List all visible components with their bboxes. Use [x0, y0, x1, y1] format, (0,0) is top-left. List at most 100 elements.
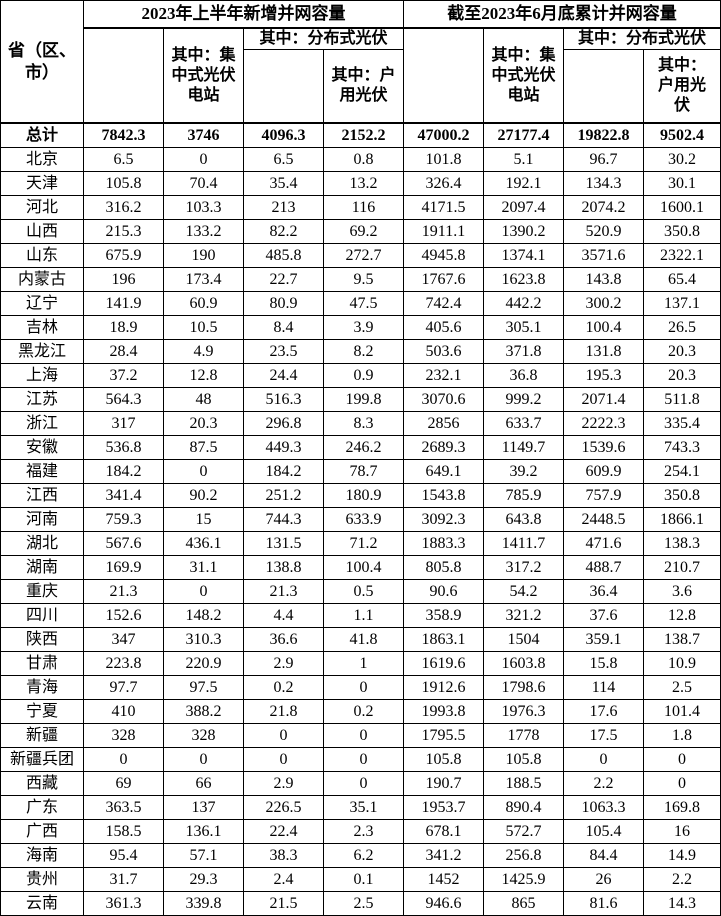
province-name: 新疆兵团	[0, 747, 84, 772]
value-cell: 1	[323, 651, 404, 676]
province-name: 河南	[0, 507, 84, 532]
value-cell: 4.4	[243, 603, 324, 628]
value-cell: 2.5	[643, 675, 721, 700]
province-name: 湖南	[0, 555, 84, 580]
value-cell: 520.9	[563, 219, 644, 244]
value-cell: 328	[83, 723, 164, 748]
value-cell: 47.5	[323, 291, 404, 316]
value-cell: 136.1	[163, 819, 244, 844]
value-cell: 0	[563, 747, 644, 772]
value-cell: 97.5	[163, 675, 244, 700]
value-cell: 0	[323, 675, 404, 700]
value-cell: 1993.8	[403, 699, 484, 724]
value-cell: 6.5	[83, 147, 164, 172]
value-cell: 173.4	[163, 267, 244, 292]
value-cell: 609.9	[563, 459, 644, 484]
value-cell: 101.8	[403, 147, 484, 172]
province-name: 西藏	[0, 771, 84, 796]
province-name: 重庆	[0, 579, 84, 604]
value-cell: 20.3	[643, 363, 721, 388]
value-cell: 759.3	[83, 507, 164, 532]
province-name: 海南	[0, 843, 84, 868]
value-cell: 114	[563, 675, 644, 700]
value-cell: 503.6	[403, 339, 484, 364]
value-cell: 35.1	[323, 795, 404, 820]
value-cell: 82.2	[243, 219, 324, 244]
value-cell: 8.3	[323, 411, 404, 436]
value-cell: 105.8	[483, 747, 564, 772]
value-cell: 361.3	[83, 891, 164, 916]
province-name: 广西	[0, 819, 84, 844]
value-cell: 30.2	[643, 147, 721, 172]
value-cell: 90.6	[403, 579, 484, 604]
province-name: 安徽	[0, 435, 84, 460]
value-cell: 347	[83, 627, 164, 652]
value-cell: 47000.2	[403, 122, 484, 148]
value-cell: 272.7	[323, 243, 404, 268]
value-cell: 2222.3	[563, 411, 644, 436]
value-cell: 105.8	[83, 171, 164, 196]
subheader-new-distributed: 其中：分布式光伏	[243, 27, 404, 50]
group-header-cumulative-capacity: 截至2023年6月底累计并网容量	[403, 0, 721, 29]
value-cell: 152.6	[83, 603, 164, 628]
value-cell: 4945.8	[403, 243, 484, 268]
province-name: 山东	[0, 243, 84, 268]
table-row: 浙江 317 20.3 296.8 8.3 2856 633.7 2222.3 335.4	[0, 411, 721, 436]
value-cell: 388.2	[163, 699, 244, 724]
table-row: 甘肃 223.8 220.9 2.9 1 1619.6 1603.8 15.8 10.9	[0, 651, 721, 676]
table-row: 云南 361.3 339.8 21.5 2.5 946.6 865 81.6 14.3	[0, 891, 721, 916]
blank-header-new-distributed-total	[243, 49, 324, 124]
table-row: 天津 105.8 70.4 35.4 13.2 326.4 192.1 134.3 30.1	[0, 171, 721, 196]
table-header: 省（区、市） 2023年上半年新增并网容量 截至2023年6月底累计并网容量 其…	[0, 0, 721, 124]
value-cell: 1863.1	[403, 627, 484, 652]
value-cell: 0	[243, 723, 324, 748]
province-name: 新疆	[0, 723, 84, 748]
value-cell: 678.1	[403, 819, 484, 844]
value-cell: 643.8	[483, 507, 564, 532]
province-name: 河北	[0, 195, 84, 220]
value-cell: 246.2	[323, 435, 404, 460]
value-cell: 137	[163, 795, 244, 820]
value-cell: 57.1	[163, 843, 244, 868]
value-cell: 3092.3	[403, 507, 484, 532]
value-cell: 232.1	[403, 363, 484, 388]
value-cell: 24.4	[243, 363, 324, 388]
value-cell: 341.4	[83, 483, 164, 508]
value-cell: 31.7	[83, 867, 164, 892]
value-cell: 1767.6	[403, 267, 484, 292]
value-cell: 1795.5	[403, 723, 484, 748]
value-cell: 39.2	[483, 459, 564, 484]
province-name: 宁夏	[0, 699, 84, 724]
table-row: 贵州 31.7 29.3 2.4 0.1 1452 1425.9 26 2.2	[0, 867, 721, 892]
value-cell: 41.8	[323, 627, 404, 652]
table-row: 四川 152.6 148.2 4.4 1.1 358.9 321.2 37.6 12.8	[0, 603, 721, 628]
value-cell: 22.4	[243, 819, 324, 844]
header-row-subgroups: 其中：集中式光伏电站 其中：分布式光伏 其中：集中式光伏电站 其中：分布式光伏	[1, 27, 721, 124]
value-cell: 633.7	[483, 411, 564, 436]
value-cell: 26.5	[643, 315, 721, 340]
value-cell: 442.2	[483, 291, 564, 316]
province-name: 湖北	[0, 531, 84, 556]
value-cell: 143.8	[563, 267, 644, 292]
value-cell: 6.2	[323, 843, 404, 868]
value-cell: 675.9	[83, 243, 164, 268]
value-cell: 3.9	[323, 315, 404, 340]
value-cell: 116	[323, 195, 404, 220]
value-cell: 141.9	[83, 291, 164, 316]
value-cell: 37.2	[83, 363, 164, 388]
value-cell: 188.5	[483, 771, 564, 796]
value-cell: 22.7	[243, 267, 324, 292]
value-cell: 1619.6	[403, 651, 484, 676]
province-name: 江西	[0, 483, 84, 508]
value-cell: 805.8	[403, 555, 484, 580]
value-cell: 350.8	[643, 219, 721, 244]
value-cell: 1911.1	[403, 219, 484, 244]
value-cell: 5.1	[483, 147, 564, 172]
value-cell: 2.4	[243, 867, 324, 892]
value-cell: 516.3	[243, 387, 324, 412]
value-cell: 184.2	[243, 459, 324, 484]
province-name: 江苏	[0, 387, 84, 412]
value-cell: 215.3	[83, 219, 164, 244]
value-cell: 1953.7	[403, 795, 484, 820]
